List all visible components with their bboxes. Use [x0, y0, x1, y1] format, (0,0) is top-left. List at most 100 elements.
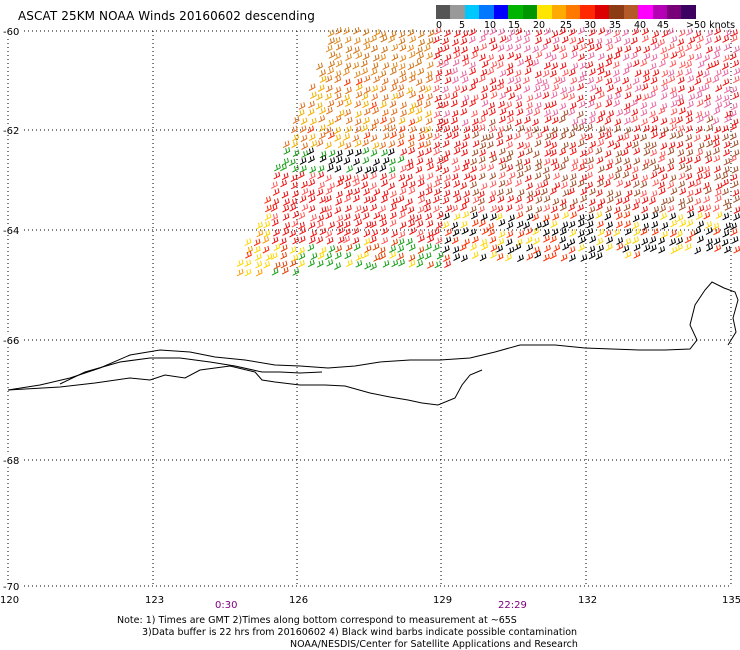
lat-tick-label: -62: [3, 126, 19, 137]
wind-barb: [676, 140, 684, 149]
wind-barb: [669, 132, 677, 140]
wind-barb: [343, 228, 351, 237]
wind-barb: [488, 228, 495, 237]
wind-barb: [641, 174, 648, 183]
wind-barb: [587, 43, 595, 52]
wind-barb: [480, 92, 488, 101]
wind-barb: [382, 132, 390, 140]
wind-barb: [642, 222, 649, 231]
legend-swatch: [479, 5, 494, 19]
wind-barb: [517, 254, 524, 263]
wind-barb: [670, 246, 678, 255]
wind-barb: [308, 195, 316, 203]
legend-swatch: [537, 5, 552, 19]
wind-barb: [451, 76, 459, 84]
wind-barb: [633, 157, 641, 165]
wind-barb: [459, 70, 467, 78]
wind-barb: [436, 46, 443, 55]
wind-barb: [677, 98, 685, 107]
wind-barb: [605, 162, 613, 171]
wind-barb: [505, 134, 513, 142]
wind-barb: [319, 227, 327, 236]
wind-barb: [399, 221, 407, 230]
wind-barb: [324, 126, 332, 135]
wind-barb: [576, 110, 584, 119]
wind-barb: [515, 195, 522, 204]
wind-barb: [652, 69, 660, 77]
wind-barb: [354, 125, 362, 134]
wind-barb: [597, 228, 605, 237]
wind-barb: [577, 230, 585, 238]
wind-barb: [658, 237, 665, 245]
wind-barb: [315, 102, 323, 110]
wind-barb: [409, 90, 416, 99]
wind-barb: [552, 36, 560, 45]
wind-barb: [507, 51, 515, 60]
wind-barb: [722, 166, 730, 174]
wind-barb: [443, 29, 451, 38]
wind-barb: [589, 110, 596, 119]
wind-barb: [669, 174, 677, 183]
wind-barb: [630, 51, 638, 60]
wind-barb: [542, 228, 550, 237]
wind-barb: [400, 204, 407, 213]
wind-barb: [526, 252, 534, 261]
wind-barb: [544, 140, 552, 148]
wind-barb: [354, 139, 362, 148]
wind-barb: [353, 187, 360, 196]
legend-label: 10: [484, 20, 497, 31]
wind-barb: [588, 206, 596, 214]
wind-barb: [567, 85, 575, 94]
wind-barb: [316, 139, 324, 147]
wind-barb: [426, 61, 434, 69]
wind-barb: [684, 235, 692, 244]
wind-barb: [597, 52, 605, 61]
wind-barb: [489, 236, 497, 244]
wind-barb: [300, 117, 308, 125]
wind-barb: [470, 157, 477, 166]
wind-barb: [273, 261, 281, 270]
wind-barb: [616, 108, 624, 117]
wind-barb: [289, 246, 297, 254]
wind-barb: [632, 214, 640, 223]
wind-barb: [675, 230, 683, 238]
wind-barb: [364, 261, 372, 270]
wind-barb: [506, 43, 513, 52]
wind-barb: [729, 123, 737, 131]
wind-barb: [444, 68, 452, 77]
lat-tick-label: -68: [3, 456, 19, 467]
wind-barb: [596, 220, 604, 229]
wind-barb: [343, 157, 351, 165]
wind-barb: [513, 132, 521, 140]
wind-barb: [307, 259, 315, 268]
wind-barb: [360, 59, 368, 68]
wind-barb: [515, 238, 523, 247]
wind-barb: [307, 155, 315, 164]
wind-barb: [442, 166, 450, 175]
wind-barb: [544, 37, 552, 46]
wind-barb: [585, 171, 593, 180]
wind-barb: [427, 261, 434, 269]
wind-barb: [497, 28, 505, 36]
wind-barb: [328, 221, 335, 230]
wind-barb: [722, 229, 730, 238]
wind-barb: [283, 147, 291, 155]
wind-barb: [558, 115, 566, 124]
wind-barb: [504, 154, 512, 163]
wind-barb: [598, 198, 606, 206]
wind-barb: [549, 251, 557, 260]
wind-barb: [415, 115, 423, 124]
wind-barb: [541, 43, 548, 52]
wind-barb: [615, 220, 623, 229]
wind-barb: [614, 190, 622, 199]
wind-barb: [722, 198, 730, 207]
wind-barb: [587, 76, 595, 85]
wind-barb: [369, 235, 377, 244]
wind-barb: [378, 246, 386, 255]
wind-barb: [292, 149, 300, 157]
wind-barb: [352, 61, 360, 70]
wind-barb: [460, 203, 467, 211]
wind-barb: [713, 45, 721, 54]
lon-tick-label: 132: [578, 595, 597, 606]
wind-barb: [444, 53, 452, 62]
